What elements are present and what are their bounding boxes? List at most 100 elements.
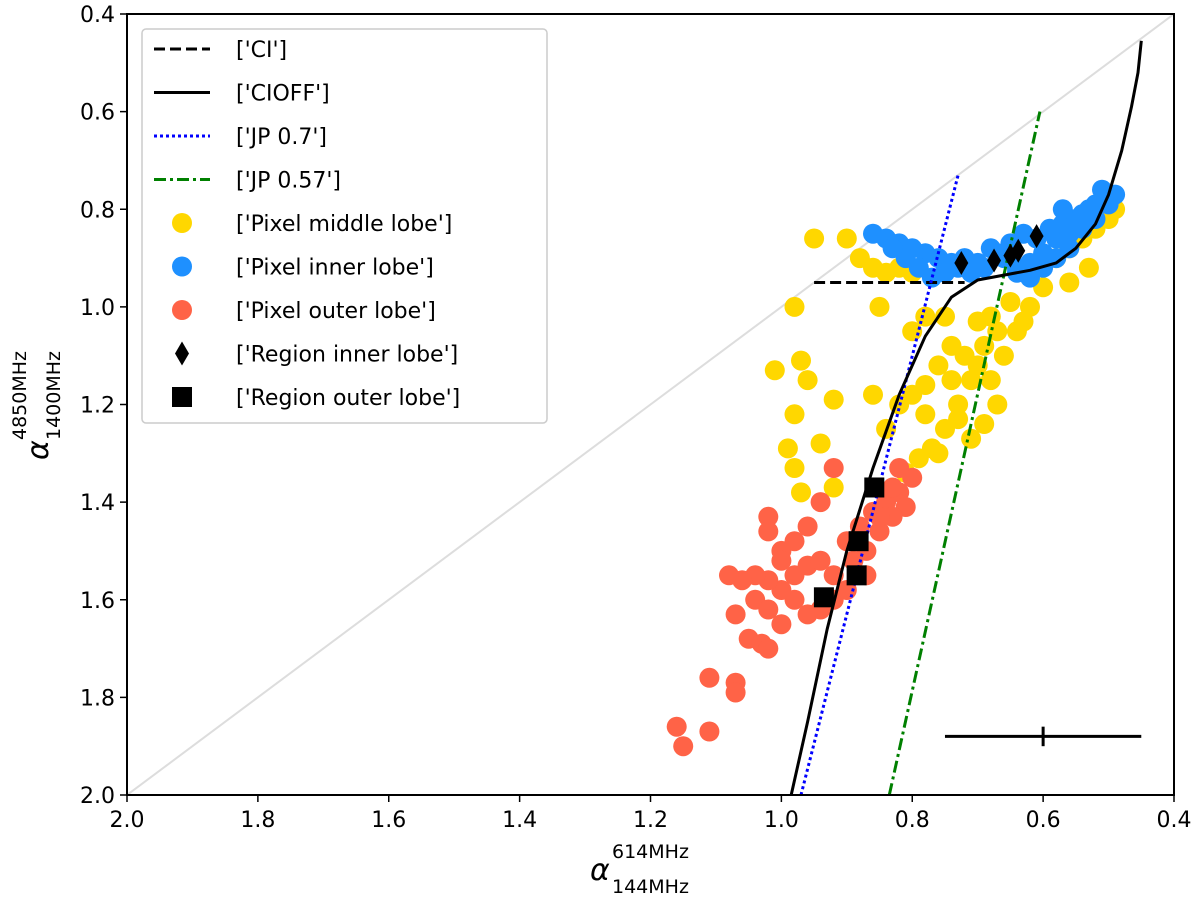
point-outer xyxy=(699,667,720,688)
x-tick-label: 2.0 xyxy=(110,808,145,833)
x-axis-label-sub: 144MHz xyxy=(612,876,689,898)
point-middle xyxy=(804,228,825,249)
y-tick-label: 0.8 xyxy=(80,198,115,223)
point-middle xyxy=(791,350,811,371)
point-outer xyxy=(771,614,792,635)
point-middle xyxy=(1059,272,1080,293)
legend-swatch-inner xyxy=(172,256,192,277)
point-outer xyxy=(758,638,779,659)
legend-swatch-region_inner xyxy=(175,341,189,366)
point-middle xyxy=(928,443,949,464)
y-tick-label: 1.4 xyxy=(80,491,115,516)
point-middle xyxy=(836,228,857,249)
point-inner xyxy=(1052,199,1073,220)
point-middle xyxy=(948,409,969,430)
x-axis-label-sup: 614MHz xyxy=(612,841,689,863)
point-middle xyxy=(974,414,995,434)
point-middle xyxy=(777,438,798,459)
y-tick-label: 0.4 xyxy=(80,3,115,28)
x-tick-label: 1.8 xyxy=(240,808,275,833)
point-middle xyxy=(941,370,962,391)
legend-label-region_inner: ['Region inner lobe'] xyxy=(236,343,458,368)
point-middle xyxy=(764,360,785,381)
point-region-outer xyxy=(846,565,867,586)
point-middle xyxy=(948,394,969,415)
point-outer xyxy=(810,550,831,571)
y-tick-label: 1.2 xyxy=(80,394,115,419)
x-tick-label: 0.4 xyxy=(1157,808,1192,833)
point-middle xyxy=(961,370,982,391)
y-tick-label: 1.6 xyxy=(80,589,115,614)
point-middle xyxy=(784,404,805,425)
legend-label-outer: ['Pixel outer lobe'] xyxy=(236,299,436,324)
point-outer xyxy=(869,521,890,542)
point-middle xyxy=(993,345,1014,366)
point-middle xyxy=(784,458,805,478)
x-tick-label: 1.2 xyxy=(633,808,668,833)
x-tick-label: 1.4 xyxy=(502,808,537,833)
legend-swatch-outer xyxy=(172,300,192,320)
x-tick-label: 0.6 xyxy=(1026,808,1061,833)
line-jp057 xyxy=(887,111,1042,795)
point-outer xyxy=(699,721,720,742)
legend-label-middle: ['Pixel middle lobe'] xyxy=(236,212,452,237)
point-region-inner xyxy=(1011,238,1026,263)
line-cioff xyxy=(789,40,1143,795)
point-middle xyxy=(961,428,982,449)
y-axis-label-group: α 4850MHz 1400MHz xyxy=(9,351,65,460)
y-axis-label: α xyxy=(21,440,56,460)
point-outer xyxy=(758,506,779,527)
legend-label-jp057: ['JP 0.57'] xyxy=(236,169,341,194)
axis-ticks: 2.0 1.8 1.6 1.4 1.2 1.0 0.8 0.6 0.4 0.4 0.6 0.8 1.0 1… xyxy=(80,3,1192,833)
point-region-inner xyxy=(954,250,969,275)
point-outer xyxy=(758,521,779,542)
y-axis-label-sup: 4850MHz xyxy=(9,351,31,440)
point-inner xyxy=(1072,204,1093,225)
y-tick-label: 1.0 xyxy=(80,296,115,321)
point-middle xyxy=(791,482,811,503)
legend-box xyxy=(141,28,548,424)
legend-label-inner: ['Pixel inner lobe'] xyxy=(236,256,434,281)
point-middle xyxy=(823,389,844,410)
point-middle xyxy=(863,384,883,405)
point-outer xyxy=(797,516,818,537)
point-outer xyxy=(810,492,831,513)
x-tick-label: 1.6 xyxy=(371,808,406,833)
point-outer xyxy=(797,604,818,625)
point-outer xyxy=(666,716,687,737)
point-outer xyxy=(719,565,739,586)
point-outer xyxy=(758,599,779,620)
point-outer xyxy=(725,682,746,703)
point-middle xyxy=(987,394,1008,415)
y-tick-label: 1.8 xyxy=(80,686,115,711)
point-middle xyxy=(810,433,831,454)
point-outer xyxy=(882,477,903,498)
point-region-inner xyxy=(1029,224,1044,249)
point-middle xyxy=(908,448,929,469)
point-outer xyxy=(771,550,792,571)
point-region-outer xyxy=(864,477,885,498)
legend-swatch-middle xyxy=(172,213,192,233)
point-middle xyxy=(980,306,1001,327)
point-middle xyxy=(823,477,844,498)
x-tick-label: 1.0 xyxy=(764,808,799,833)
point-middle xyxy=(797,370,818,391)
plot-clipped xyxy=(127,14,1174,795)
point-middle xyxy=(902,321,923,342)
point-middle xyxy=(1078,257,1099,278)
point-middle xyxy=(980,370,1001,391)
point-region-outer xyxy=(813,587,834,608)
legend-label-jp07: ['JP 0.7'] xyxy=(236,125,327,150)
point-outer xyxy=(889,458,910,478)
point-middle xyxy=(915,404,936,425)
point-outer xyxy=(823,458,844,478)
x-axis-label: α xyxy=(590,853,610,888)
legend-swatch-region_outer xyxy=(172,387,192,407)
point-outer xyxy=(725,604,746,625)
point-region-inner xyxy=(987,248,1002,273)
y-tick-label: 0.6 xyxy=(80,101,115,126)
point-middle xyxy=(928,355,949,376)
x-tick-label: 0.8 xyxy=(895,808,930,833)
y-tick-label: 2.0 xyxy=(80,784,115,809)
